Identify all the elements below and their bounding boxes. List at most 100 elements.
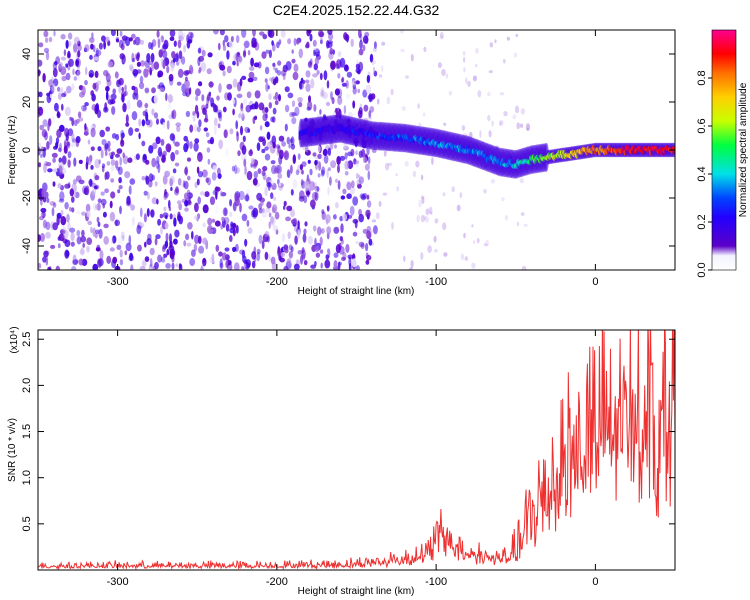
- noise-cell: [82, 243, 85, 248]
- noise-cell: [168, 245, 175, 252]
- noise-cell: [207, 217, 213, 226]
- noise-cell: [335, 244, 341, 254]
- noise-cell: [355, 161, 359, 168]
- noise-cell: [147, 233, 152, 241]
- noise-cell: [316, 69, 320, 75]
- noise-cell: [265, 82, 269, 92]
- noise-cell: [256, 248, 261, 255]
- noise-cell: [198, 119, 202, 128]
- noise-cell: [58, 165, 63, 176]
- noise-cell: [118, 85, 122, 94]
- noise-cell: [323, 70, 328, 81]
- noise-cell: [344, 171, 349, 176]
- noise-cell: [203, 127, 208, 132]
- noise-cell: [156, 198, 159, 205]
- noise-cell: [297, 229, 301, 240]
- noise-cell: [171, 255, 175, 263]
- noise-cell: [107, 61, 114, 68]
- noise-cell: [129, 178, 136, 185]
- noise-cell: [281, 233, 286, 242]
- noise-cell: [340, 223, 344, 234]
- spectrogram-y-axis: -40 -20 0 20 40: [21, 48, 675, 254]
- noise-cell: [87, 155, 92, 166]
- noise-cell: [107, 147, 111, 152]
- noise-cell: [336, 88, 343, 99]
- noise-cell: [242, 98, 248, 106]
- noise-cell: [278, 94, 281, 102]
- noise-cell: [364, 163, 370, 171]
- noise-cell: [194, 104, 199, 114]
- noise-cell: [297, 97, 303, 103]
- noise-cell: [347, 160, 354, 170]
- noise-cell: [72, 259, 78, 266]
- noise-cell: [264, 121, 270, 128]
- noise-cell: [224, 92, 229, 101]
- noise-cell: [174, 141, 180, 147]
- noise-cell: [227, 262, 233, 270]
- noise-cell: [391, 222, 394, 230]
- noise-cell: [362, 35, 369, 44]
- noise-cell: [229, 199, 233, 207]
- noise-cell: [494, 39, 497, 44]
- noise-cell: [251, 209, 256, 218]
- noise-cell: [248, 205, 254, 210]
- noise-cell: [121, 132, 125, 139]
- noise-cell: [253, 62, 260, 68]
- noise-cell: [205, 177, 209, 183]
- noise-cell: [439, 35, 444, 40]
- noise-cell: [251, 103, 257, 110]
- noise-cell: [285, 61, 292, 71]
- noise-cell: [186, 157, 192, 162]
- noise-cell: [358, 213, 365, 223]
- noise-cell: [334, 88, 340, 96]
- noise-cell: [84, 44, 90, 52]
- noise-cell: [302, 233, 307, 243]
- noise-cell: [188, 31, 193, 38]
- noise-cell: [356, 182, 359, 187]
- noise-cell: [135, 92, 139, 101]
- noise-cell: [306, 106, 311, 111]
- noise-cell: [218, 42, 221, 51]
- noise-cell: [242, 135, 246, 142]
- noise-cell: [319, 109, 322, 115]
- noise-cell: [167, 103, 172, 110]
- y-tick-label: 0.5: [21, 516, 33, 531]
- noise-cell: [57, 183, 62, 189]
- noise-cell: [301, 169, 304, 175]
- noise-cell: [152, 142, 158, 150]
- noise-cell: [420, 195, 425, 200]
- noise-cell: [136, 224, 142, 235]
- noise-cell: [261, 170, 266, 176]
- noise-cell: [197, 196, 201, 205]
- noise-cell: [314, 159, 319, 165]
- noise-cell: [143, 68, 149, 78]
- noise-cell: [321, 166, 326, 175]
- noise-cell: [272, 142, 276, 149]
- noise-cell: [166, 65, 170, 74]
- noise-cell: [104, 102, 108, 112]
- noise-cell: [254, 115, 258, 121]
- noise-cell: [60, 33, 66, 40]
- noise-cell: [225, 147, 229, 158]
- noise-cell: [352, 231, 358, 237]
- noise-cell: [489, 42, 494, 48]
- noise-cell: [91, 188, 97, 196]
- noise-cell: [170, 186, 173, 192]
- noise-cell: [218, 251, 223, 257]
- noise-cell: [415, 160, 420, 168]
- noise-cell: [59, 229, 66, 235]
- noise-cell: [73, 76, 78, 81]
- noise-cell: [75, 59, 80, 65]
- noise-cell: [310, 199, 316, 208]
- noise-cell: [150, 209, 155, 218]
- noise-cell: [144, 256, 150, 262]
- noise-cell: [227, 92, 232, 101]
- noise-cell: [424, 216, 430, 223]
- noise-cell: [343, 105, 347, 115]
- noise-cell: [124, 84, 127, 93]
- noise-cell: [287, 231, 291, 240]
- noise-cell: [367, 156, 371, 165]
- noise-cell: [52, 67, 58, 78]
- noise-cell: [112, 88, 116, 95]
- noise-cell: [162, 244, 168, 250]
